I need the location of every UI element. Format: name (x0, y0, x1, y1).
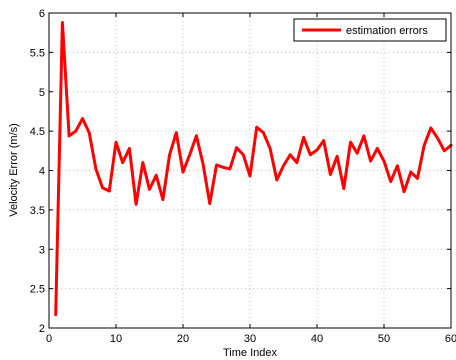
legend: estimation errors (293, 18, 447, 42)
y-tick-label: 4.5 (30, 126, 45, 138)
y-tick-label: 6 (39, 8, 45, 20)
x-tick-label: 60 (445, 333, 456, 345)
y-tick-label: 5 (39, 87, 45, 99)
x-tick-label: 30 (244, 333, 256, 345)
axis-ticks: 0 10 20 30 40 50 60 2 2.5 3 3.5 4 4.5 5 5.5 6 (30, 8, 456, 345)
x-tick-label: 40 (311, 333, 323, 345)
series-layer (54, 20, 453, 317)
x-tick-label: 50 (378, 333, 390, 345)
x-tick-label: 10 (110, 333, 122, 345)
y-tick-label: 2 (39, 323, 45, 335)
y-tick-label: 4 (39, 166, 45, 178)
y-axis-label: Velocity Error (m/s) (8, 123, 20, 217)
legend-series-label: estimation errors (346, 25, 428, 37)
x-axis-label: Time Index (223, 347, 278, 359)
x-tick-label: 0 (46, 333, 52, 345)
y-tick-label: 2.5 (30, 284, 45, 296)
series-line-estimation-errors (54, 20, 453, 317)
y-tick-label: 3 (39, 244, 45, 256)
legend-box (293, 18, 447, 42)
y-tick-label: 5.5 (30, 47, 45, 59)
x-tick-label: 20 (177, 333, 189, 345)
y-tick-label: 3.5 (30, 205, 45, 217)
